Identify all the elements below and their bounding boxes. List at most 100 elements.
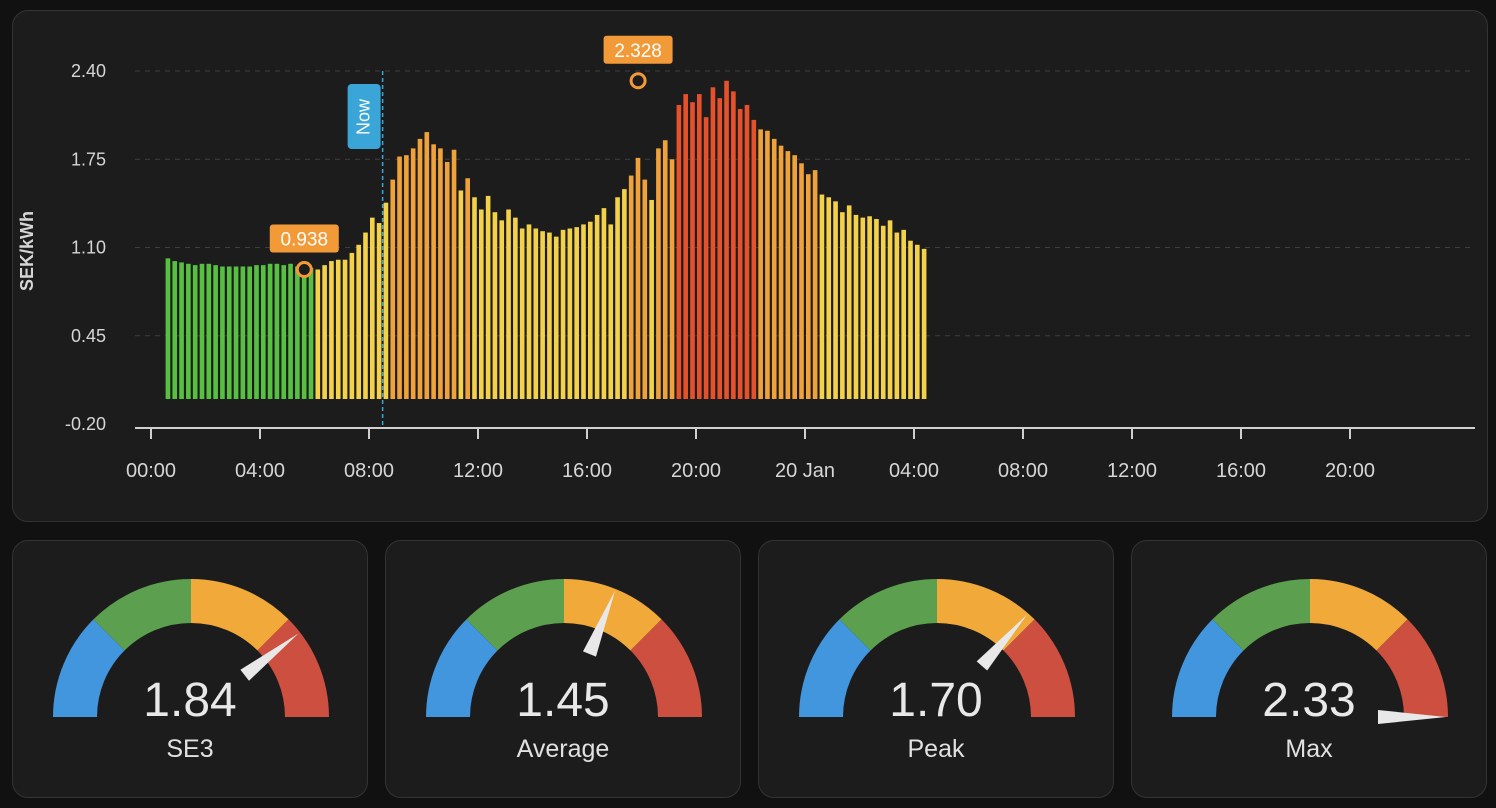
price-bar <box>349 252 355 399</box>
price-bar <box>731 91 736 399</box>
price-bar <box>533 228 539 399</box>
price-bar <box>322 265 327 399</box>
price-bar <box>819 194 825 399</box>
y-tick-label: 1.75 <box>71 149 106 169</box>
price-bar <box>887 220 893 399</box>
price-bar <box>492 212 498 399</box>
gauge-card-average[interactable]: 1.45 Average <box>385 540 741 798</box>
price-bar <box>588 221 593 399</box>
x-tick-label: 08:00 <box>344 460 394 482</box>
price-bar <box>458 190 464 399</box>
x-tick-label: 08:00 <box>998 460 1048 482</box>
price-bar <box>356 244 361 399</box>
price-bar <box>717 98 723 400</box>
price-bar <box>703 117 709 400</box>
price-bar <box>628 175 634 399</box>
price-bar <box>669 159 675 399</box>
price-bar <box>451 149 457 399</box>
gauge-segment-orange <box>191 579 289 651</box>
gauge-value: 2.33 <box>1262 674 1356 727</box>
price-bar <box>376 223 382 399</box>
price-bar <box>662 140 668 399</box>
price-bar <box>431 144 436 399</box>
gauge-card-max[interactable]: 2.33 Max <box>1131 540 1487 798</box>
gauge-name: Peak <box>907 735 965 763</box>
gauge-dial <box>426 579 702 717</box>
now-label-box <box>347 84 381 149</box>
x-tick-label: 04:00 <box>235 460 285 482</box>
y-axis-title: SEK/kWh <box>17 211 37 291</box>
price-bar <box>826 197 832 399</box>
price-bar <box>383 202 389 399</box>
x-tick-label: 20:00 <box>1325 460 1375 482</box>
gauge-dial <box>53 579 329 717</box>
price-bar <box>465 178 470 399</box>
gauge-needle <box>240 633 299 681</box>
price-bar <box>806 174 811 399</box>
price-bar <box>690 102 695 399</box>
price-bar <box>594 214 600 399</box>
price-bar <box>921 248 927 399</box>
price-bar <box>261 265 266 399</box>
price-bar <box>608 224 614 399</box>
y-tick-label: 0.45 <box>71 326 106 346</box>
y-tick-label: 1.10 <box>71 238 106 258</box>
price-bar <box>233 266 239 399</box>
price-bar <box>444 161 450 399</box>
gauge-value: 1.84 <box>143 674 237 727</box>
x-tick-label: 20:00 <box>671 460 721 482</box>
price-bar <box>370 217 375 399</box>
price-bar <box>697 94 702 399</box>
price-bar <box>410 148 416 399</box>
price-bar <box>574 227 579 399</box>
price-bar <box>635 157 641 399</box>
price-bar <box>908 240 913 399</box>
gauge-value: 1.45 <box>516 674 610 727</box>
gauge-card-se3[interactable]: 1.84 SE3 <box>12 540 368 798</box>
gauge-segment-blue <box>799 619 871 717</box>
price-bar <box>479 209 484 399</box>
price-bar <box>329 261 334 399</box>
price-bar <box>540 231 545 399</box>
price-bar <box>880 225 886 399</box>
price-bar <box>915 244 920 399</box>
gauge-dial <box>799 579 1075 717</box>
price-bar <box>751 119 757 399</box>
price-bar <box>724 80 729 399</box>
price-bar <box>267 263 273 399</box>
price-bar <box>186 263 191 399</box>
price-bar <box>526 224 532 399</box>
price-bar <box>846 205 852 399</box>
price-bar <box>438 148 443 399</box>
x-tick-label: 16:00 <box>562 460 612 482</box>
price-bar <box>874 218 879 399</box>
gauge-segment-green <box>1212 579 1310 651</box>
price-bar <box>404 155 409 399</box>
x-tick-label: 16:00 <box>1216 460 1266 482</box>
price-bar <box>656 148 661 399</box>
gauge-dial <box>1172 579 1448 724</box>
price-bar <box>622 189 627 399</box>
price-bar <box>901 229 906 399</box>
price-bar-chart[interactable]: 2.40 1.75 1.10 0.45 -0.20 SEK/kWh 00:00 04:00 08… <box>13 11 1489 523</box>
price-bar <box>308 267 314 399</box>
gauge-segment-red <box>257 619 329 717</box>
gauge-needle <box>583 590 615 657</box>
y-tick-label: 2.40 <box>71 61 106 81</box>
gauge-card-peak[interactable]: 1.70 Peak <box>758 540 1114 798</box>
gauge-value: 1.70 <box>889 674 983 727</box>
price-bar <box>615 197 620 399</box>
gauge-segment-blue <box>426 619 498 717</box>
price-bar <box>172 261 178 399</box>
price-bar <box>765 130 770 399</box>
gauge-name: Average <box>516 735 610 763</box>
gauge-name: Max <box>1285 735 1333 763</box>
price-chart-card: 2.40 1.75 1.10 0.45 -0.20 SEK/kWh 00:00 04:00 08… <box>12 10 1488 522</box>
price-bar <box>288 263 293 399</box>
price-bar <box>254 265 259 399</box>
price-bar <box>206 263 212 399</box>
price-bar <box>812 170 818 399</box>
price-bar <box>390 179 396 399</box>
x-tick-label: 12:00 <box>1107 460 1157 482</box>
price-bar <box>199 263 205 399</box>
